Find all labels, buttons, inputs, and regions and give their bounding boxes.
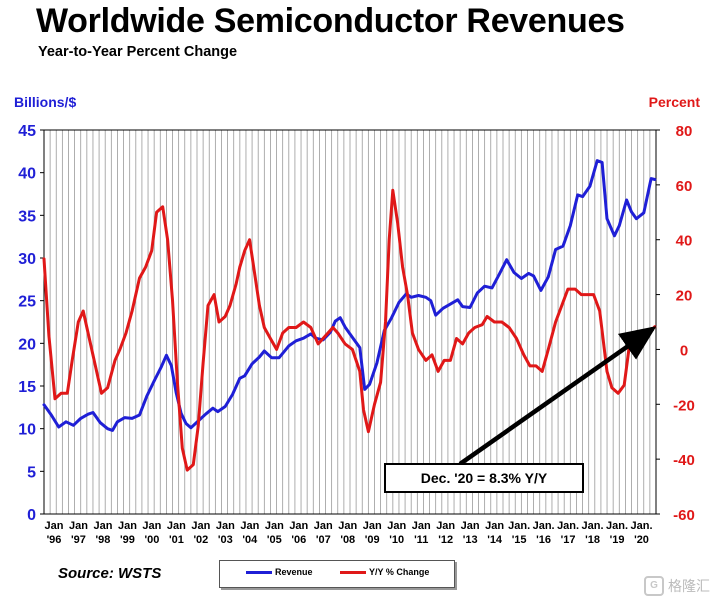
x-axis-tick-year: '09 bbox=[365, 534, 380, 546]
x-axis-tick-year: '12 bbox=[438, 534, 453, 546]
yoy-change-series-line bbox=[42, 188, 657, 472]
left-axis-tick-label: 15 bbox=[18, 379, 36, 396]
annotation-box bbox=[384, 463, 584, 493]
x-axis-tick-year: '08 bbox=[340, 534, 355, 546]
revenue-series-line bbox=[42, 159, 657, 432]
x-axis-tick-label: Jan. bbox=[557, 520, 579, 532]
x-axis-tick-year: '10 bbox=[389, 534, 404, 546]
left-axis-tick-label: 30 bbox=[18, 251, 36, 268]
x-axis-tick-label: Jan bbox=[240, 520, 259, 532]
x-axis-tick-label: Jan bbox=[191, 520, 210, 532]
chart-legend: Revenue Y/Y % Change bbox=[219, 560, 455, 588]
legend-label-revenue: Revenue bbox=[275, 567, 313, 577]
right-axis-tick-label: -40 bbox=[673, 452, 695, 469]
watermark: G 格隆汇 bbox=[644, 576, 710, 596]
x-axis-tick-label: Jan. bbox=[631, 520, 653, 532]
right-axis-tick-label: 40 bbox=[676, 233, 693, 250]
x-axis-tick-label: Jan. bbox=[606, 520, 628, 532]
legend-label-yoy: Y/Y % Change bbox=[369, 567, 430, 577]
x-axis-tick-label: Jan bbox=[363, 520, 382, 532]
x-axis-tick-label: Jan bbox=[289, 520, 308, 532]
x-axis-tick-label: Jan bbox=[436, 520, 455, 532]
x-axis-tick-year: '15 bbox=[512, 534, 527, 546]
right-axis-tick-label: 60 bbox=[676, 178, 693, 195]
left-axis-tick-label: 5 bbox=[27, 464, 36, 481]
x-axis-tick-label: Jan bbox=[93, 520, 112, 532]
x-axis-tick-year: '11 bbox=[414, 534, 428, 546]
x-axis-tick-year: '99 bbox=[120, 534, 135, 546]
x-axis-tick-label: Jan. bbox=[533, 520, 555, 532]
x-axis-tick-label: Jan. bbox=[582, 520, 604, 532]
x-axis-tick-year: '17 bbox=[561, 534, 576, 546]
x-axis-tick-year: '98 bbox=[96, 534, 111, 546]
x-axis-tick-label: Jan bbox=[338, 520, 357, 532]
watermark-logo-icon: G bbox=[644, 576, 664, 596]
legend-item-revenue: Revenue bbox=[246, 567, 313, 577]
x-axis-tick-label: Jan bbox=[461, 520, 480, 532]
right-axis-tick-label: 20 bbox=[676, 288, 693, 305]
right-axis-tick-label: 0 bbox=[680, 342, 688, 359]
left-axis-tick-label: 45 bbox=[18, 123, 36, 140]
x-axis-tick-year: '20 bbox=[634, 534, 649, 546]
x-axis-tick-year: '05 bbox=[267, 534, 282, 546]
x-axis-tick-year: '07 bbox=[316, 534, 331, 546]
x-axis-tick-year: '02 bbox=[193, 534, 208, 546]
annotation-text: Dec. '20 = 8.3% Y/Y bbox=[421, 470, 548, 486]
left-axis-tick-label: 35 bbox=[18, 208, 36, 225]
x-axis-tick-year: '04 bbox=[242, 534, 258, 546]
x-axis-tick-label: Jan. bbox=[508, 520, 530, 532]
x-axis-tick-label: Jan bbox=[485, 520, 504, 532]
right-axis-title: Percent bbox=[648, 94, 700, 110]
left-axis-tick-label: 20 bbox=[18, 336, 36, 353]
x-axis-tick-year: '97 bbox=[71, 534, 86, 546]
legend-swatch-yoy bbox=[340, 570, 366, 574]
x-axis-tick-year: '16 bbox=[536, 534, 551, 546]
right-axis-tick-label: -20 bbox=[673, 397, 695, 414]
x-axis-tick-label: Jan bbox=[118, 520, 137, 532]
source-note: Source: WSTS bbox=[58, 565, 162, 582]
x-axis-tick-year: '19 bbox=[610, 534, 625, 546]
chart-subtitle: Year-to-Year Percent Change bbox=[38, 44, 238, 60]
watermark-text: 格隆汇 bbox=[668, 578, 710, 594]
x-axis-tick-year: '13 bbox=[463, 534, 478, 546]
x-axis-tick-label: Jan bbox=[314, 520, 333, 532]
x-axis-tick-label: Jan bbox=[167, 520, 186, 532]
legend-item-yoy: Y/Y % Change bbox=[340, 567, 429, 577]
chart-title: Worldwide Semiconductor Revenues bbox=[36, 2, 625, 40]
x-axis-tick-year: '00 bbox=[144, 534, 159, 546]
left-axis-tick-label: 40 bbox=[18, 166, 36, 183]
left-axis-title: Billions/$ bbox=[14, 94, 77, 110]
left-axis-tick-label: 25 bbox=[18, 294, 36, 311]
x-axis-tick-label: Jan bbox=[412, 520, 431, 532]
left-axis-tick-label: 0 bbox=[27, 507, 36, 524]
x-axis-tick-label: Jan bbox=[265, 520, 284, 532]
x-axis-tick-year: '18 bbox=[585, 534, 600, 546]
x-axis-tick-year: '01 bbox=[169, 534, 184, 546]
x-axis-tick-label: Jan bbox=[45, 520, 64, 532]
revenue-chart: 0 5 10 15 20 25 30 35 40 45 -60 -40 -20 0 20 40 60 80 Jan '… bbox=[18, 123, 695, 546]
x-axis-tick-year: '06 bbox=[291, 534, 306, 546]
x-axis-tick-label: Jan bbox=[142, 520, 161, 532]
x-axis-tick-label: Jan bbox=[387, 520, 406, 532]
x-axis-tick-year: '96 bbox=[47, 534, 62, 546]
plot-frame bbox=[43, 129, 657, 515]
x-axis-tick-label: Jan bbox=[216, 520, 235, 532]
annotation-arrow bbox=[458, 326, 657, 466]
right-axis-tick-label: 80 bbox=[676, 123, 693, 140]
x-axis-tick-label: Jan bbox=[69, 520, 88, 532]
x-axis-tick-year: '14 bbox=[487, 534, 503, 546]
right-axis-tick-label: -60 bbox=[673, 507, 695, 524]
x-axis-tick-year: '03 bbox=[218, 534, 233, 546]
legend-swatch-revenue bbox=[246, 570, 272, 574]
left-axis-tick-label: 10 bbox=[18, 422, 36, 439]
